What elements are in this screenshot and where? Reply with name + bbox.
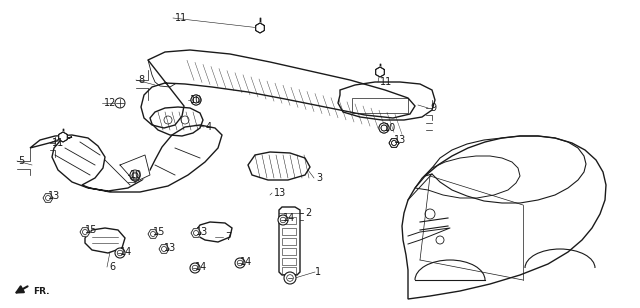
Text: 15: 15 <box>85 225 97 235</box>
Circle shape <box>379 123 389 133</box>
Text: 7: 7 <box>225 232 231 242</box>
Circle shape <box>115 98 125 108</box>
Text: 14: 14 <box>240 257 252 267</box>
Text: 11: 11 <box>380 77 392 87</box>
Circle shape <box>278 215 288 225</box>
Text: 10: 10 <box>384 123 396 133</box>
Polygon shape <box>120 155 150 182</box>
Text: 8: 8 <box>138 75 144 85</box>
Circle shape <box>191 95 201 105</box>
Polygon shape <box>59 132 67 142</box>
Polygon shape <box>376 67 385 77</box>
Text: 14: 14 <box>120 247 132 257</box>
Polygon shape <box>43 194 53 202</box>
Circle shape <box>284 272 296 284</box>
Circle shape <box>379 123 389 133</box>
Polygon shape <box>59 132 67 142</box>
Text: 9: 9 <box>430 103 436 113</box>
Polygon shape <box>376 67 385 77</box>
Polygon shape <box>389 139 399 147</box>
Text: FR.: FR. <box>33 286 49 295</box>
Text: 3: 3 <box>316 173 322 183</box>
Text: 11: 11 <box>52 138 64 148</box>
Text: 15: 15 <box>153 227 165 237</box>
Circle shape <box>190 263 200 273</box>
Text: 6: 6 <box>109 262 115 272</box>
Polygon shape <box>80 228 90 236</box>
Polygon shape <box>191 229 201 237</box>
Text: 13: 13 <box>48 191 60 201</box>
Polygon shape <box>148 230 158 238</box>
Text: 4: 4 <box>206 122 212 132</box>
Polygon shape <box>255 23 264 33</box>
Text: 14: 14 <box>283 213 295 223</box>
Text: 14: 14 <box>195 262 207 272</box>
Polygon shape <box>159 245 169 253</box>
Text: 11: 11 <box>175 13 188 23</box>
Text: 13: 13 <box>164 243 176 253</box>
Text: 12: 12 <box>104 98 116 108</box>
Text: 10: 10 <box>190 95 202 105</box>
Text: 13: 13 <box>196 227 208 237</box>
Polygon shape <box>255 23 264 33</box>
Text: 10: 10 <box>130 170 142 180</box>
Text: 5: 5 <box>18 156 24 166</box>
Text: 13: 13 <box>274 188 286 198</box>
Circle shape <box>130 170 140 180</box>
Circle shape <box>115 248 125 258</box>
Text: 1: 1 <box>315 267 321 277</box>
Circle shape <box>235 258 245 268</box>
Circle shape <box>130 171 140 181</box>
Text: 2: 2 <box>305 208 311 218</box>
Polygon shape <box>389 139 399 147</box>
Text: 13: 13 <box>394 135 406 145</box>
Circle shape <box>191 95 201 105</box>
